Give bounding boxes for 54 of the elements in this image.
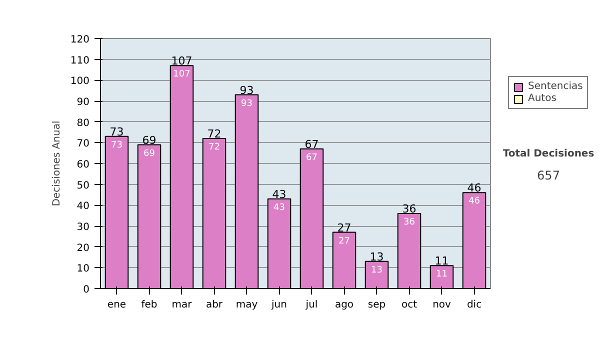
total-label: 107: [171, 54, 192, 68]
total-label: 72: [207, 128, 222, 140]
text: Total Decisiones: [502, 148, 594, 160]
total-label: 11: [434, 254, 449, 268]
total-label: 73: [110, 125, 124, 138]
y-tick-label: 30: [76, 222, 90, 233]
data-label: 36: [404, 218, 416, 228]
x-tick-label: jul: [304, 300, 318, 310]
y-tick-label: 10: [76, 264, 90, 275]
x-tick-label: jun: [270, 300, 287, 310]
data-label: 13: [371, 265, 382, 276]
data-label: 43: [274, 202, 285, 213]
data-label: 107: [173, 70, 190, 80]
total-label: 27: [337, 221, 352, 234]
text: 657: [537, 168, 560, 182]
legend-label: Sentencias: [528, 81, 583, 92]
y-tick-label: 90: [76, 97, 90, 108]
data-label: 67: [306, 152, 318, 163]
data-label: 27: [338, 236, 350, 246]
x-tick-label: may: [236, 300, 258, 310]
total-label: 43: [272, 188, 286, 201]
y-tick-label: 80: [76, 118, 90, 129]
data-label: 72: [208, 142, 220, 152]
y-tick-label: 120: [70, 34, 90, 46]
x-tick-label: ene: [107, 300, 126, 310]
y-axis-title: Decisiones Anual: [51, 120, 62, 206]
x-tick-label: mar: [172, 300, 193, 310]
total-label: 46: [467, 182, 482, 195]
x-tick-label: oct: [401, 300, 418, 310]
x-tick-label: abr: [206, 300, 224, 310]
total-label: 13: [370, 250, 384, 264]
x-tick-label: nov: [432, 300, 452, 310]
y-tick-label: 20: [76, 242, 90, 254]
data-label: 46: [468, 196, 480, 207]
y-tick-label: 100: [70, 76, 90, 88]
total-label: 36: [402, 202, 416, 216]
data-label: 11: [436, 270, 448, 280]
data-label: 93: [241, 98, 252, 109]
total-label: 67: [304, 138, 319, 151]
y-tick-label: 50: [76, 180, 90, 192]
y-tick-label: 60: [76, 160, 90, 170]
data-label: 69: [144, 148, 156, 159]
x-tick-label: dic: [466, 300, 482, 310]
x-tick-label: ago: [334, 300, 354, 310]
total-label: 93: [240, 84, 254, 97]
x-tick-label: sep: [368, 300, 386, 310]
data-label: 73: [111, 140, 122, 150]
y-tick-label: 70: [76, 138, 90, 150]
legend-label: Autos: [528, 93, 556, 104]
total-label: 69: [142, 134, 156, 147]
y-tick-label: 110: [70, 55, 90, 66]
y-tick-label: 0: [83, 284, 90, 296]
y-tick-label: 40: [76, 201, 90, 212]
x-tick-label: feb: [141, 300, 158, 310]
